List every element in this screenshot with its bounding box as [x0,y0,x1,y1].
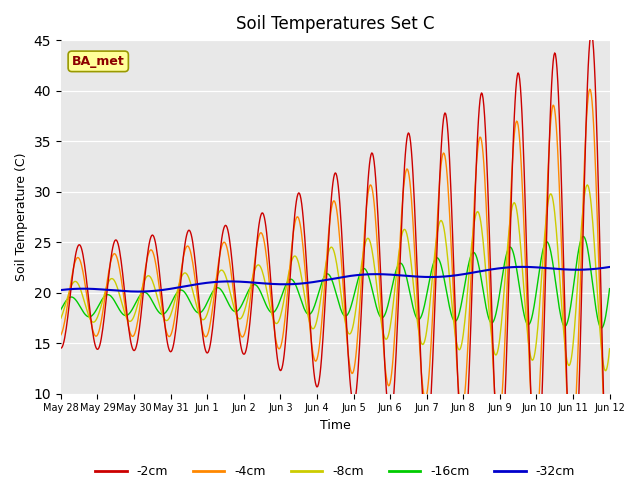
X-axis label: Time: Time [320,419,351,432]
Text: BA_met: BA_met [72,55,125,68]
Legend: -2cm, -4cm, -8cm, -16cm, -32cm: -2cm, -4cm, -8cm, -16cm, -32cm [90,460,580,480]
Y-axis label: Soil Temperature (C): Soil Temperature (C) [15,153,28,281]
Title: Soil Temperatures Set C: Soil Temperatures Set C [236,15,435,33]
